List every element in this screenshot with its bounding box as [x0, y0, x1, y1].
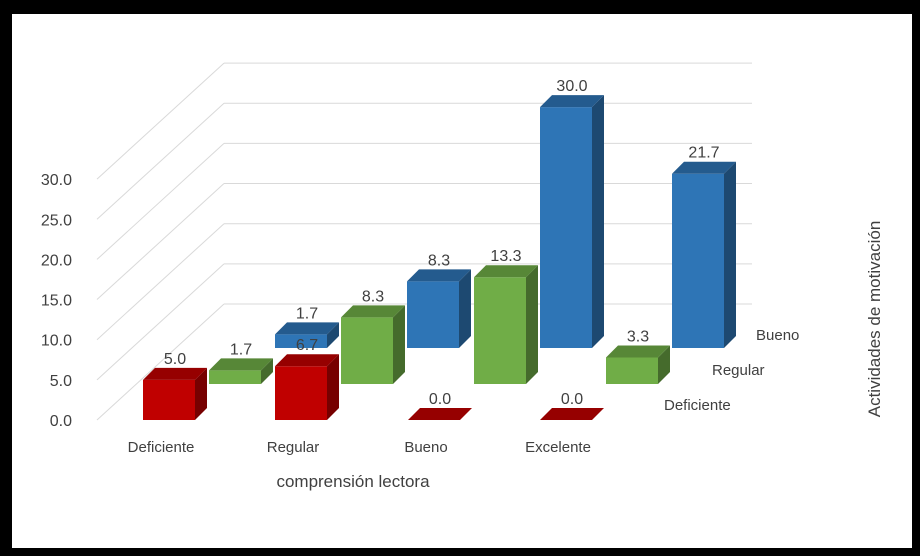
- depth-tick-label: Deficiente: [664, 397, 731, 414]
- gridline-side: [96, 143, 225, 260]
- data-label: 30.0: [556, 78, 587, 95]
- y-tick-label: 0.0: [50, 413, 72, 430]
- data-label: 8.3: [362, 288, 384, 305]
- bar-top-face: [143, 367, 207, 380]
- y-tick-label: 5.0: [50, 373, 72, 390]
- y-axis: 0.0 5.0 10.0 15.0 20.0 25.0 30.0: [41, 172, 72, 430]
- bar-front-face: [474, 277, 526, 384]
- bar-front-face: [540, 107, 592, 348]
- bar-deficiente-regular: [275, 354, 339, 420]
- bar-deficiente-bueno: [408, 408, 472, 420]
- bar-side-face: [724, 161, 736, 348]
- bar-front-face: [672, 173, 724, 348]
- bar-front-face: [606, 357, 658, 384]
- x-axis: Deficiente Regular Bueno Excelente: [128, 439, 591, 456]
- bar-bueno-bueno: [540, 95, 604, 348]
- bar-top-face: [474, 265, 538, 278]
- bar-side-face: [592, 95, 604, 348]
- bar-top-face: [540, 408, 604, 420]
- x-tick-label: Excelente: [525, 439, 591, 456]
- bar-side-face: [526, 265, 538, 384]
- bar-top-face: [275, 322, 339, 335]
- gridline-side: [96, 102, 225, 220]
- depth-tick-label: Regular: [712, 362, 765, 379]
- x-axis-title: comprensión lectora: [276, 472, 430, 491]
- bar-top-face: [407, 269, 471, 282]
- x-tick-label: Deficiente: [128, 439, 195, 456]
- y-tick-label: 20.0: [41, 252, 72, 269]
- bar-side-face: [261, 358, 273, 384]
- bar-side-face: [393, 305, 405, 384]
- bar-front-face: [275, 334, 327, 348]
- data-label: 0.0: [561, 391, 583, 408]
- gridline-side: [96, 263, 225, 381]
- bar-top-face: [209, 358, 273, 371]
- bar-regular-deficiente: [209, 358, 273, 384]
- bar-front-face: [143, 379, 195, 420]
- bar-top-face: [275, 354, 339, 367]
- bar-deficiente-excelente: [540, 408, 604, 420]
- gridline-side: [96, 223, 225, 341]
- depth-axis: Deficiente Regular Bueno: [664, 327, 799, 414]
- x-tick-label: Regular: [267, 439, 320, 456]
- bar-top-face: [408, 408, 472, 420]
- bar-side-face: [195, 367, 207, 420]
- x-tick-label: Bueno: [404, 439, 447, 456]
- data-label: 3.3: [627, 329, 649, 346]
- depth-tick-label: Bueno: [756, 327, 799, 344]
- gridline-side: [96, 183, 225, 300]
- bar-front-face: [407, 281, 459, 348]
- bar-top-face: [672, 161, 736, 174]
- chart-area: 0.0 5.0 10.0 15.0 20.0 25.0 30.0 1.7 8.3 30.0 21.…: [12, 14, 912, 548]
- y-tick-label: 15.0: [41, 293, 72, 310]
- bars: [143, 95, 736, 420]
- y-tick-label: 30.0: [41, 172, 72, 189]
- bar-side-face: [327, 354, 339, 420]
- data-label: 5.0: [164, 351, 186, 368]
- bar-regular-bueno: [474, 265, 538, 384]
- y-tick-label: 10.0: [41, 333, 72, 350]
- bar-top-face: [540, 95, 604, 108]
- data-label: 21.7: [688, 145, 719, 162]
- bar-bueno-deficiente: [275, 322, 339, 348]
- data-label: 0.0: [429, 391, 451, 408]
- depth-axis-title: Actividades de motivación: [865, 221, 884, 418]
- data-label: 6.7: [296, 337, 318, 354]
- y-tick-label: 25.0: [41, 212, 72, 229]
- data-label: 13.3: [490, 248, 521, 265]
- bar-side-face: [327, 322, 339, 348]
- bar-top-face: [606, 345, 670, 358]
- bar-deficiente-deficiente: [143, 367, 207, 420]
- bar-regular-regular: [341, 305, 405, 384]
- gridline-side: [96, 303, 225, 421]
- data-label: 8.3: [428, 252, 450, 269]
- bar-front-face: [209, 370, 261, 384]
- gridline-side: [96, 62, 225, 180]
- gridlines: [96, 62, 752, 421]
- bar-bueno-excelente: [672, 161, 736, 348]
- data-label: 1.7: [230, 341, 252, 358]
- bar-front-face: [275, 366, 327, 420]
- bar-regular-excelente: [606, 345, 670, 384]
- bar-chart-3d: 0.0 5.0 10.0 15.0 20.0 25.0 30.0 1.7 8.3 30.0 21.…: [41, 62, 884, 491]
- data-labels: 1.7 8.3 30.0 21.7 1.7 8.3 13.3 3.3 5.0 6.7 0.0 0.0: [164, 78, 720, 408]
- bar-top-face: [341, 305, 405, 318]
- bar-front-face: [341, 317, 393, 384]
- bar-side-face: [658, 345, 670, 384]
- bar-side-face: [459, 269, 471, 348]
- bar-bueno-regular: [407, 269, 471, 348]
- data-label: 1.7: [296, 305, 318, 322]
